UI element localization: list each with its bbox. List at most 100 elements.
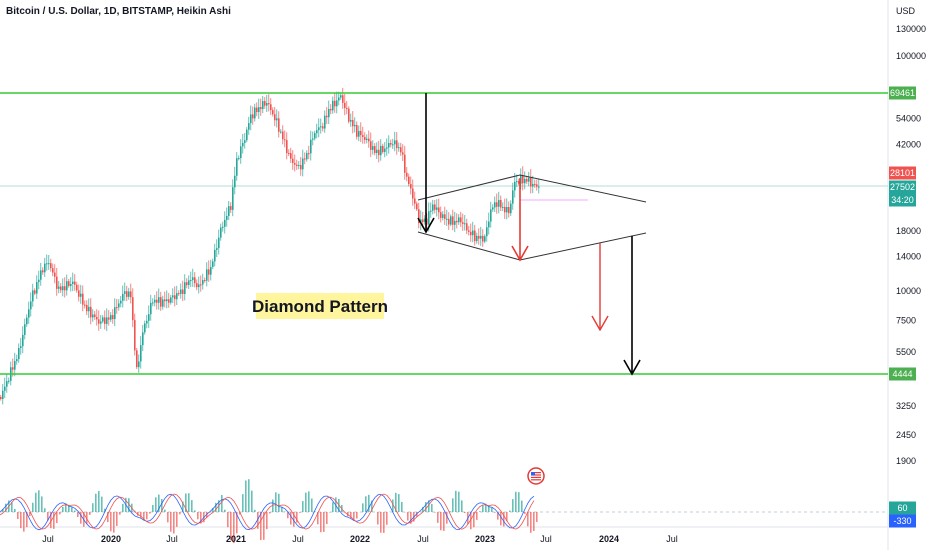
indicator-bar [113,512,115,533]
price-tag: 34:20 [891,195,914,205]
indicator-bar [266,512,268,530]
candle-body [184,282,186,295]
candle-body [358,130,360,137]
candle-body [202,280,204,285]
price-tag-bg [889,180,916,194]
price-tag-bg [889,193,916,207]
indicator-bar [248,479,250,512]
candle-body [264,101,266,106]
candle-body [222,226,224,228]
candle-body [216,248,218,250]
candle-body [534,183,536,185]
candle-body [94,314,96,317]
indicator-bar [194,510,196,512]
diamond-upper-edge [417,174,647,203]
candle-body [476,235,478,242]
candle-body [298,165,300,167]
candle-body [84,304,86,306]
indicator-bar [233,512,235,544]
indicator-bar [272,499,274,512]
candle-body [194,277,196,284]
candle-body [196,283,198,288]
candle-body [318,127,320,131]
indicator-bar [128,498,130,512]
indicator-bar [89,512,91,515]
indicator-bar [221,495,223,512]
indicator-bar [503,512,505,527]
indicator-bar [44,508,46,512]
candle-body [62,286,64,291]
candle-body [140,345,142,362]
indicator-bar [17,512,19,520]
candle-body [490,209,492,222]
candle-body [16,359,18,362]
horizontal-levels[interactable] [0,92,888,375]
indicator-bar [497,512,499,520]
flag-canton [531,472,535,476]
indicator-bar [215,502,217,512]
candle-body [108,317,110,320]
indicator-bar [494,512,496,513]
indicator-bar [482,505,484,512]
indicator-bar [446,512,448,524]
candle-body [370,141,372,150]
indicator-bar [227,512,229,528]
drawings[interactable]: Diamond Pattern [252,93,647,485]
candle-body [510,203,512,214]
candle-body [288,152,290,154]
candle-body [316,130,318,134]
x-axis[interactable]: Jul 2020 Jul 2021 Jul 2022 Jul 2023 Jul 2024 Jul [42,534,678,544]
symbol-title[interactable]: Bitcoin / U.S. Dollar, 1D, BITSTAMP, Hei… [6,6,231,17]
candle-body [92,314,94,318]
indicator-bar [365,496,367,512]
candle-body [380,145,382,156]
candle-body [410,184,412,189]
candle-body [502,206,504,208]
indicator-tag-bg [889,514,916,528]
flag-stripe [531,472,541,474]
candle-body [52,268,54,273]
candle-body [170,297,172,303]
indicator-bar [257,512,259,529]
candle-body [482,235,484,242]
candle-body [14,361,16,370]
indicator-bar [287,512,289,519]
candle-body [272,110,274,115]
candle-body [218,237,220,249]
indicator-bar [296,512,298,523]
indicator-bar [290,512,292,525]
x-tick-label: Jul [666,534,678,544]
candle-body [214,249,216,262]
y-tick-label: 2450 [896,430,916,440]
candle-body [86,304,88,312]
candle-body [154,299,156,303]
indicator-bar [518,492,520,512]
candle-body [38,279,40,283]
candle-body [138,361,140,368]
candle-body [252,114,254,119]
candle-body [414,198,416,204]
candle-body [290,153,292,159]
indicator-bar [59,512,61,515]
candle-body [128,291,130,297]
indicator-bar [488,505,490,512]
indicator-bar [200,512,202,524]
candle-body [256,107,258,113]
indicator-bar [20,512,22,529]
y-tick-label: 130000 [896,24,926,34]
indicator-bar [2,508,4,512]
candle-body [66,281,68,291]
indicator-bar [185,493,187,512]
candles [0,87,540,405]
candle-body [164,299,166,302]
y-axis[interactable]: 130000 100000 54000 42000 18000 14000 10000 750… [896,24,926,466]
candle-body [260,107,262,110]
indicator-bar [56,512,58,524]
candle-body [134,320,136,351]
indicator-bar [422,506,424,512]
candle-body [532,183,534,187]
candle-body [448,218,450,225]
indicator-tag-bg [889,501,916,515]
indicator-bar [179,512,181,515]
